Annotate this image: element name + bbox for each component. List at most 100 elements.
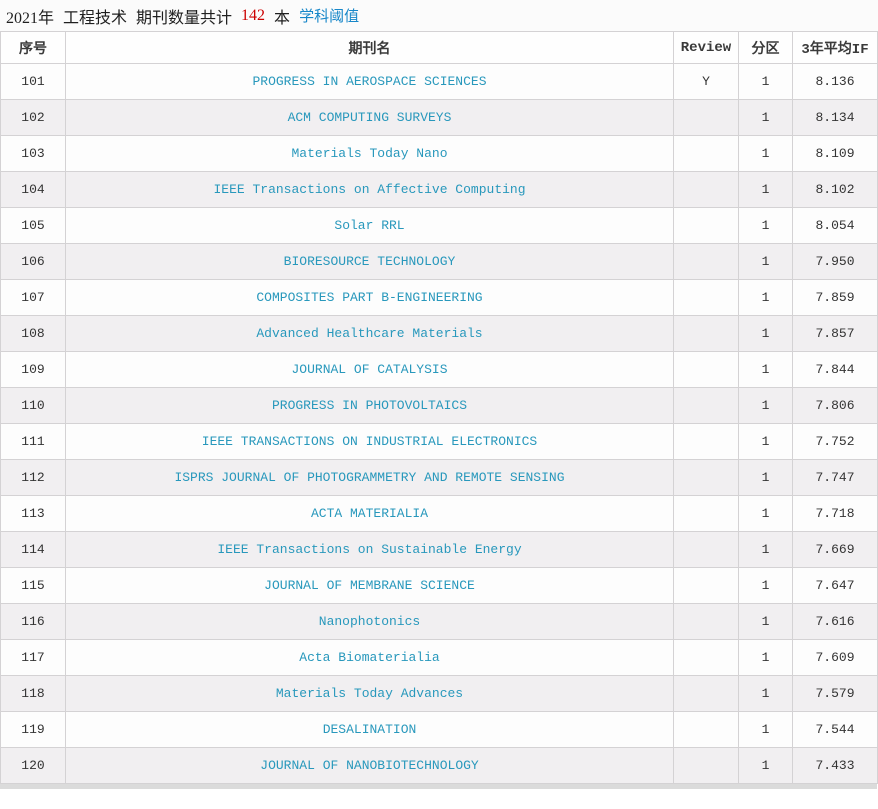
journal-link[interactable]: JOURNAL OF CATALYSIS <box>291 362 448 377</box>
table-row: 118 Materials Today Advances 1 7.579 <box>0 675 878 712</box>
row-index-cell: 101 <box>0 63 66 100</box>
journal-link[interactable]: ACM COMPUTING SURVEYS <box>287 110 452 125</box>
journal-cell: ACTA MATERIALIA <box>65 495 674 532</box>
if-value-cell: 7.752 <box>792 423 878 460</box>
table-row: 109 JOURNAL OF CATALYSIS 1 7.844 <box>0 351 878 388</box>
journal-link[interactable]: IEEE Transactions on Affective Computing <box>213 182 526 197</box>
row-index-cell: 103 <box>0 135 66 172</box>
table-row: 112 ISPRS JOURNAL OF PHOTOGRAMMETRY AND R… <box>0 459 878 496</box>
review-cell <box>673 315 739 352</box>
row-index-cell: 120 <box>0 747 66 784</box>
review-cell: Y <box>673 63 739 100</box>
journal-link[interactable]: JOURNAL OF MEMBRANE SCIENCE <box>264 578 475 593</box>
journal-link[interactable]: IEEE TRANSACTIONS ON INDUSTRIAL ELECTRON… <box>201 434 538 449</box>
partition-cell: 1 <box>738 711 793 748</box>
header-3yr-avg-if: 3年平均IF <box>792 31 878 64</box>
review-cell <box>673 351 739 388</box>
journal-link[interactable]: ISPRS JOURNAL OF PHOTOGRAMMETRY AND REMO… <box>174 470 565 485</box>
if-value-cell: 7.806 <box>792 387 878 424</box>
journal-cell: COMPOSITES PART B-ENGINEERING <box>65 279 674 316</box>
if-value-cell: 7.609 <box>792 639 878 676</box>
journal-cell: DESALINATION <box>65 711 674 748</box>
if-value-cell: 8.054 <box>792 207 878 244</box>
title-year: 2021年 <box>6 9 55 27</box>
header-partition: 分区 <box>738 31 793 64</box>
journal-cell: JOURNAL OF MEMBRANE SCIENCE <box>65 567 674 604</box>
row-index-cell: 104 <box>0 171 66 208</box>
partition-cell: 1 <box>738 99 793 136</box>
if-value-cell: 8.102 <box>792 171 878 208</box>
row-index-cell: 117 <box>0 639 66 676</box>
journal-link[interactable]: ACTA MATERIALIA <box>310 506 429 521</box>
partition-cell: 1 <box>738 747 793 784</box>
header-review: Review <box>673 31 739 64</box>
if-value-cell: 7.857 <box>792 315 878 352</box>
journal-cell: ACM COMPUTING SURVEYS <box>65 99 674 136</box>
partition-cell: 1 <box>738 495 793 532</box>
journal-link[interactable]: COMPOSITES PART B-ENGINEERING <box>256 290 483 305</box>
table-row: 104 IEEE Transactions on Affective Comput… <box>0 171 878 208</box>
if-value-cell: 8.134 <box>792 99 878 136</box>
row-index-cell: 113 <box>0 495 66 532</box>
table-header-row: 序号 期刊名 Review 分区 3年平均IF <box>0 31 878 64</box>
journal-link[interactable]: Nanophotonics <box>318 614 421 629</box>
journal-link[interactable]: PROGRESS IN AEROSPACE SCIENCES <box>252 74 487 89</box>
review-cell <box>673 99 739 136</box>
journal-link[interactable]: IEEE Transactions on Sustainable Energy <box>217 542 522 557</box>
title-count-value: 142 <box>241 6 266 24</box>
journal-cell: PROGRESS IN AEROSPACE SCIENCES <box>65 63 674 100</box>
review-cell <box>673 747 739 784</box>
journal-link[interactable]: Materials Today Advances <box>275 686 464 701</box>
table-row: 116 Nanophotonics 1 7.616 <box>0 603 878 640</box>
journal-link[interactable]: Solar RRL <box>334 218 405 233</box>
row-index-cell: 105 <box>0 207 66 244</box>
journal-link[interactable]: Acta Biomaterialia <box>299 650 440 665</box>
journal-cell: BIORESOURCE TECHNOLOGY <box>65 243 674 280</box>
if-value-cell: 7.579 <box>792 675 878 712</box>
review-cell <box>673 639 739 676</box>
table-row: 117 Acta Biomaterialia 1 7.609 <box>0 639 878 676</box>
subject-threshold-link[interactable]: 学科阈值 <box>299 9 360 25</box>
row-index-cell: 115 <box>0 567 66 604</box>
if-value-cell: 7.669 <box>792 531 878 568</box>
journal-link[interactable]: JOURNAL OF NANOBIOTECHNOLOGY <box>260 758 479 773</box>
journal-link[interactable]: DESALINATION <box>322 722 417 737</box>
table-header: 序号 期刊名 Review 分区 3年平均IF <box>0 31 878 64</box>
review-cell <box>673 171 739 208</box>
journal-cell: ISPRS JOURNAL OF PHOTOGRAMMETRY AND REMO… <box>65 459 674 496</box>
partition-cell: 1 <box>738 459 793 496</box>
table-row: 103 Materials Today Nano 1 8.109 <box>0 135 878 172</box>
journal-cell: IEEE TRANSACTIONS ON INDUSTRIAL ELECTRON… <box>65 423 674 460</box>
if-value-cell: 7.718 <box>792 495 878 532</box>
journal-link[interactable]: BIORESOURCE TECHNOLOGY <box>283 254 456 269</box>
row-index-cell: 112 <box>0 459 66 496</box>
header-index: 序号 <box>0 31 66 64</box>
review-cell <box>673 387 739 424</box>
partition-cell: 1 <box>738 315 793 352</box>
review-cell <box>673 711 739 748</box>
journal-link[interactable]: Materials Today Nano <box>291 146 448 161</box>
partition-cell: 1 <box>738 567 793 604</box>
row-index-cell: 119 <box>0 711 66 748</box>
journal-link[interactable]: PROGRESS IN PHOTOVOLTAICS <box>271 398 468 413</box>
table-row: 105 Solar RRL 1 8.054 <box>0 207 878 244</box>
table-row: 107 COMPOSITES PART B-ENGINEERING 1 7.859 <box>0 279 878 316</box>
page-title: 2021年 工程技术 期刊数量共计 142 本 学科阈值 <box>0 0 878 31</box>
partition-cell: 1 <box>738 279 793 316</box>
table-row: 106 BIORESOURCE TECHNOLOGY 1 7.950 <box>0 243 878 280</box>
review-cell <box>673 603 739 640</box>
row-index-cell: 109 <box>0 351 66 388</box>
row-index-cell: 114 <box>0 531 66 568</box>
review-cell <box>673 207 739 244</box>
row-index-cell: 118 <box>0 675 66 712</box>
if-value-cell: 7.950 <box>792 243 878 280</box>
row-index-cell: 107 <box>0 279 66 316</box>
review-cell <box>673 675 739 712</box>
journal-cell: IEEE Transactions on Affective Computing <box>65 171 674 208</box>
journal-cell: JOURNAL OF NANOBIOTECHNOLOGY <box>65 747 674 784</box>
row-index-cell: 108 <box>0 315 66 352</box>
if-value-cell: 7.544 <box>792 711 878 748</box>
journal-link[interactable]: Advanced Healthcare Materials <box>256 326 483 341</box>
review-cell <box>673 423 739 460</box>
journal-table-body: 101 PROGRESS IN AEROSPACE SCIENCES Y 1 8.136… <box>0 63 878 784</box>
